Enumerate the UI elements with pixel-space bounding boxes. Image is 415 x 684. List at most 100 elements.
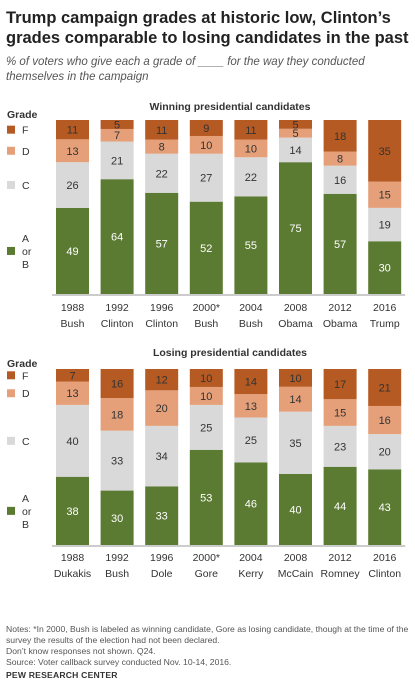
data-label: 13 [66,146,78,158]
x-tick-year: 1992 [105,552,129,564]
bar-segment-c [189,404,223,450]
bar-segment-d [323,151,357,166]
legend-label-c: C [22,436,30,448]
x-tick-year: 2000* [193,302,220,314]
data-label: 12 [156,375,168,387]
bar-segment-d [234,139,268,158]
bar-segment-f [100,120,134,129]
data-label: 57 [156,238,168,250]
x-tick-year: 2000* [193,552,220,564]
bar-segment-c [234,157,268,197]
bar-segment-d [56,139,89,163]
x-tick-year: 1988 [61,552,85,564]
note-text: Notes: *In 2000, Bush is labeled as winn… [6,624,409,645]
bar-segment-aorb [279,162,312,294]
x-tick-year: 2012 [328,302,352,314]
bar-segment-d [279,128,312,138]
bar-segment-aorb [234,462,268,545]
bar-segment-aorb [368,241,402,294]
bar-segment-c [189,153,223,202]
data-label: 16 [111,379,123,391]
bar-segment-d [56,381,89,405]
bar-segment-aorb [56,476,89,545]
x-tick-name: Trump [370,318,400,330]
data-label: 7 [114,130,120,142]
x-tick-year: 1996 [150,302,174,314]
legend-swatch-d [7,146,15,155]
data-label: 16 [334,175,346,187]
dont-know-note: Don’t know responses not shown. Q24. [6,646,156,656]
bar-segment-f [100,369,134,399]
bar-segment-c [368,207,402,242]
x-tick-name: Bush [194,318,218,330]
bar-segment-c [279,137,312,163]
bar-segment-f [56,120,89,140]
legend-swatch-aorb [7,246,15,255]
legend-label-c: C [22,180,30,192]
data-label: 10 [289,373,301,385]
bar-segment-c [100,430,134,491]
data-label: 14 [289,145,301,157]
data-label: 10 [245,143,257,155]
legend-label-d: D [22,388,30,400]
data-label: 21 [111,155,123,167]
data-label: 20 [379,447,391,459]
data-label: 16 [379,415,391,427]
bar-segment-c [323,425,357,467]
data-label: 75 [289,223,301,235]
data-label: 7 [69,370,75,382]
data-label: 5 [292,128,298,140]
chart-subtitle: % of voters who give each a grade of ___… [6,56,365,83]
data-label: 15 [379,190,391,202]
legend-label-aorb: or [22,246,32,258]
data-label: 27 [200,173,212,185]
x-tick-name: Dukakis [54,568,91,580]
x-tick-name: Dole [151,568,173,580]
data-label: 49 [66,246,78,258]
data-label: 11 [67,125,78,137]
bar-segment-aorb [56,207,89,294]
legend-swatch-f [7,125,15,134]
data-label: 33 [156,511,168,523]
data-label: 9 [203,123,209,135]
data-label: 55 [245,240,257,252]
bar-segment-aorb [145,192,179,294]
legend-label-aorb: A [22,233,29,245]
bar-segment-d [279,386,312,412]
data-label: 26 [66,180,78,192]
legend-swatch-d [7,389,15,398]
bar-segment-c [56,404,89,477]
org-name: PEW RESEARCH CENTER [6,670,118,680]
x-tick-name: McCain [278,568,314,580]
x-tick-name: Kerry [238,568,264,580]
bar-segment-aorb [323,193,357,294]
data-label: 35 [289,438,301,450]
data-label: 34 [156,451,168,463]
data-label: 38 [66,506,78,518]
x-tick-name: Gore [195,568,219,580]
bar-segment-d [100,128,134,142]
legend-swatch-c [7,436,15,445]
bar-segment-c [56,162,89,208]
bar-segment-d [234,394,268,418]
data-label: 13 [245,401,257,413]
data-label: 64 [111,232,123,244]
bar-segment-c [100,141,134,180]
x-tick-name: Clinton [145,318,178,330]
panel-title: Losing presidential candidates [153,347,307,359]
x-tick-name: Clinton [368,568,401,580]
x-tick-year: 2004 [239,302,263,314]
bar-segment-f [234,369,268,395]
data-label: 13 [66,388,78,400]
x-tick-year: 2016 [373,552,397,564]
data-label: 11 [156,125,167,137]
bar-segment-d [145,139,179,154]
x-tick-year: 1988 [61,302,85,314]
bar-segment-c [234,417,268,463]
x-tick-year: 1996 [150,552,174,564]
data-label: 40 [66,436,78,448]
legend-title: Grade [7,109,38,121]
data-label: 14 [289,394,301,406]
x-tick-year: 2012 [328,552,352,564]
bar-segment-f [368,120,402,182]
